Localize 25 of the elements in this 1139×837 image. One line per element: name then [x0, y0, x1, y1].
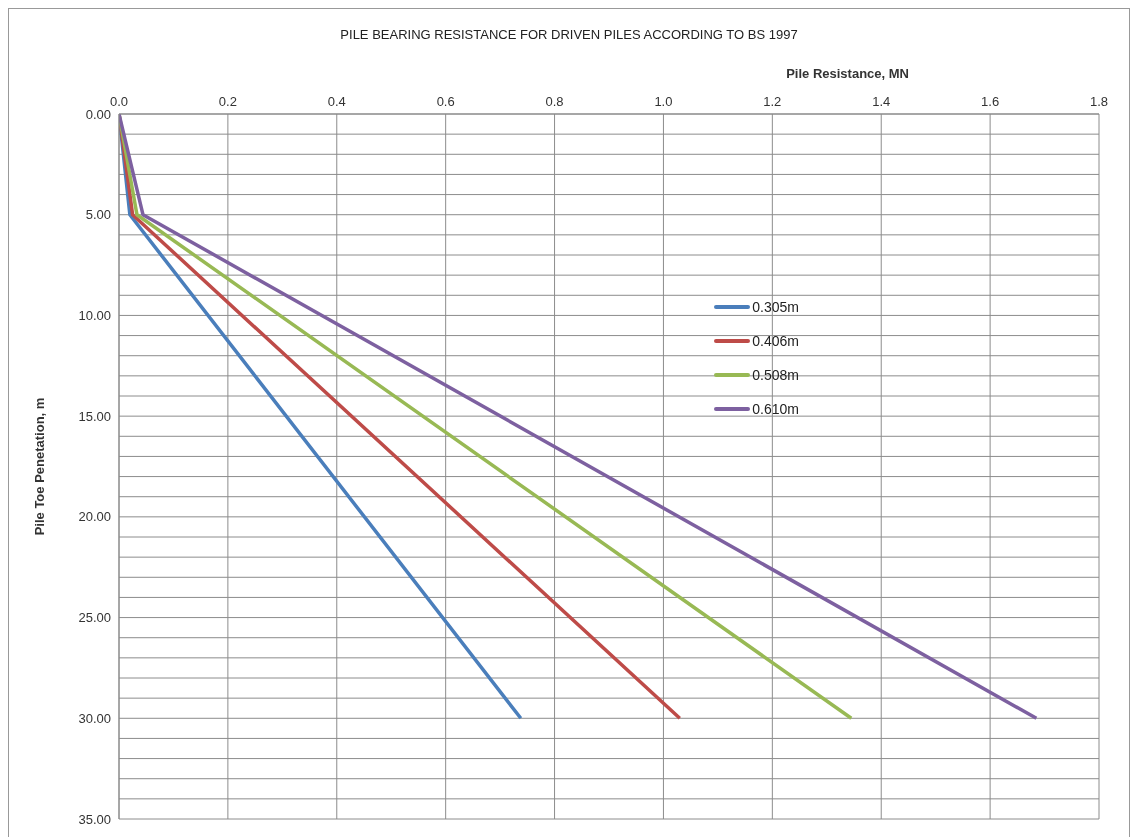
y-tick-label: 5.00: [85, 207, 111, 223]
y-axis-title: Pile Toe Penetation, m: [31, 397, 47, 536]
y-tick-label: 30.00: [78, 710, 111, 726]
x-tick-label: 1.4: [872, 94, 891, 109]
x-axis-title: Pile Resistance, MN: [786, 66, 909, 82]
legend-label: 0.305m: [752, 299, 799, 315]
legend-label: 0.406m: [752, 333, 799, 349]
x-tick-label: 1.6: [981, 94, 1000, 109]
x-tick-label: 0.6: [436, 94, 455, 109]
x-tick-label: 1.2: [763, 94, 782, 109]
y-tick-label: 0.00: [85, 106, 111, 122]
x-tick-label: 1.0: [654, 94, 673, 109]
chart-title: PILE BEARING RESISTANCE FOR DRIVEN PILES ACCORDING TO BS 1997: [339, 27, 799, 42]
y-tick-label: 10.00: [78, 308, 111, 324]
x-tick-label: 1.8: [1089, 94, 1109, 109]
y-tick-label: 35.00: [78, 811, 111, 827]
x-tick-label: 0.0: [109, 94, 129, 109]
legend-label: 0.508m: [752, 367, 799, 383]
x-tick-label: 0.4: [327, 94, 346, 109]
y-tick-label: 15.00: [78, 408, 111, 424]
x-tick-label: 0.8: [545, 94, 564, 109]
y-tick-label: 25.00: [78, 610, 111, 626]
legend-label: 0.610m: [752, 401, 799, 417]
y-tick-label: 20.00: [78, 509, 111, 525]
x-tick-label: 0.2: [218, 94, 237, 109]
